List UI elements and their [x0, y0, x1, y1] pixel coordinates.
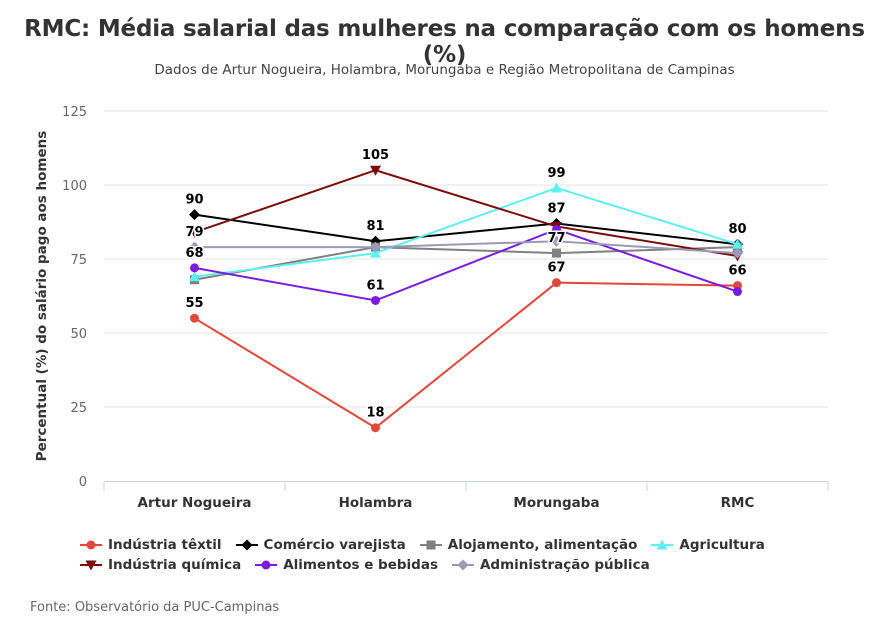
- data-point: [371, 423, 380, 433]
- data-point: [552, 224, 561, 234]
- series-line: [194, 240, 738, 255]
- legend-marker: [241, 539, 253, 551]
- data-point: [370, 241, 381, 253]
- legend-marker: [86, 540, 96, 550]
- legend-label: Alojamento, alimentação: [447, 537, 638, 553]
- legend-label: Indústria química: [108, 557, 242, 573]
- series-line: [194, 213, 738, 246]
- grid-lines: [104, 110, 828, 408]
- legend-item[interactable]: Administração pública: [451, 557, 650, 573]
- legend-label: Indústria têxtil: [108, 537, 222, 553]
- data-point: [371, 295, 380, 305]
- data-label: 87: [547, 201, 565, 216]
- legend-item[interactable]: Alimentos e bebidas: [255, 557, 438, 573]
- series-line: [193, 281, 738, 429]
- legend-row: Indústria química Alimentos e bebidas Admi…: [80, 555, 840, 575]
- series-line: [194, 228, 738, 302]
- legend-symbol: [255, 560, 278, 570]
- legend-symbol: [80, 560, 102, 571]
- legend-marker: [261, 560, 271, 570]
- data-point: [732, 247, 743, 259]
- data-labels: 55 18 67 66 90 81 87 80 77 99 105 68 61 79: [184, 147, 748, 423]
- legend-marker: [656, 539, 668, 550]
- legend-item[interactable]: Comércio varejista: [235, 537, 406, 553]
- data-label: 105: [362, 148, 389, 163]
- x-tick-label: Morungaba: [513, 495, 599, 511]
- y-axis-title: Percentual (%) do salário pago aos homen…: [34, 131, 50, 462]
- data-point: [551, 182, 562, 193]
- legend-marker: [426, 540, 436, 550]
- data-point: [189, 241, 200, 253]
- legend-symbol: [419, 540, 442, 550]
- line-chart: 0 25 50 75 100 125 Percentual (%) do salário p…: [34, 105, 829, 511]
- y-tick-label: 50: [70, 327, 87, 342]
- data-label: 55: [185, 296, 203, 311]
- x-axis: Artur Nogueira Holambra Morungaba RMC: [103, 481, 829, 511]
- legend-label: Comércio varejista: [263, 537, 406, 553]
- y-tick-label: 0: [79, 475, 87, 490]
- x-tick-label: Artur Nogueira: [138, 495, 252, 511]
- data-label: 80: [728, 222, 746, 237]
- data-label: 67: [547, 261, 565, 276]
- data-label: 61: [366, 278, 384, 293]
- data-point: [551, 235, 562, 247]
- x-tick-label: Holambra: [339, 495, 413, 511]
- data-label: 66: [728, 264, 746, 279]
- series-0: [190, 278, 742, 433]
- legend-item[interactable]: Indústria química: [80, 557, 241, 573]
- data-point: [189, 271, 200, 282]
- y-tick-label: 75: [70, 253, 87, 268]
- legend-item[interactable]: Alojamento, alimentação: [419, 537, 638, 553]
- series-6: [189, 235, 743, 259]
- data-point: [190, 263, 199, 273]
- data-point: [189, 209, 200, 221]
- y-tick-label: 25: [70, 401, 87, 416]
- data-label: 90: [185, 193, 203, 208]
- legend-label: Alimentos e bebidas: [283, 557, 438, 573]
- data-point: [189, 227, 200, 238]
- y-tick-label: 100: [62, 179, 87, 194]
- data-point: [732, 238, 743, 249]
- chart-title: RMC: Média salarial das mulheres na comp…: [24, 16, 865, 68]
- legend-row: Indústria têxtil Comércio varejista Alojam…: [80, 535, 840, 555]
- legend-label: Agricultura: [679, 537, 765, 553]
- data-label: 18: [366, 406, 384, 421]
- y-axis: 0 25 50 75 100 125 Percentual (%) do salário p…: [34, 105, 87, 490]
- y-tick-label: 125: [62, 105, 87, 120]
- legend-marker: [457, 559, 469, 571]
- data-label: 79: [185, 225, 203, 240]
- legend: Indústria têxtil Comércio varejista Alojam…: [80, 535, 840, 575]
- series-line: [194, 246, 738, 281]
- legend-item[interactable]: Indústria têxtil: [80, 537, 222, 553]
- legend-item[interactable]: Agricultura: [651, 537, 765, 553]
- legend-marker: [85, 560, 97, 571]
- data-label: 77: [547, 231, 565, 246]
- data-point: [733, 287, 742, 297]
- data-label: 99: [547, 166, 565, 181]
- data-point: [552, 248, 561, 258]
- x-tick-label: RMC: [721, 495, 755, 511]
- legend-symbol: [235, 539, 258, 551]
- series-line: [194, 169, 738, 258]
- chart-subtitle: Dados de Artur Nogueira, Holambra, Morun…: [154, 62, 735, 78]
- data-label: 68: [185, 246, 203, 261]
- legend-symbol: [80, 540, 102, 550]
- series-5: [190, 224, 742, 305]
- data-point: [370, 165, 381, 176]
- series-line: [194, 186, 738, 278]
- data-point: [552, 278, 561, 288]
- series-group: [189, 165, 743, 433]
- legend-symbol: [451, 559, 474, 571]
- legend-label: Administração pública: [479, 557, 650, 573]
- legend-symbol: [651, 539, 674, 550]
- source-note: Fonte: Observatório da PUC-Campinas: [30, 600, 280, 615]
- data-label: 81: [366, 219, 384, 234]
- data-point: [190, 313, 199, 323]
